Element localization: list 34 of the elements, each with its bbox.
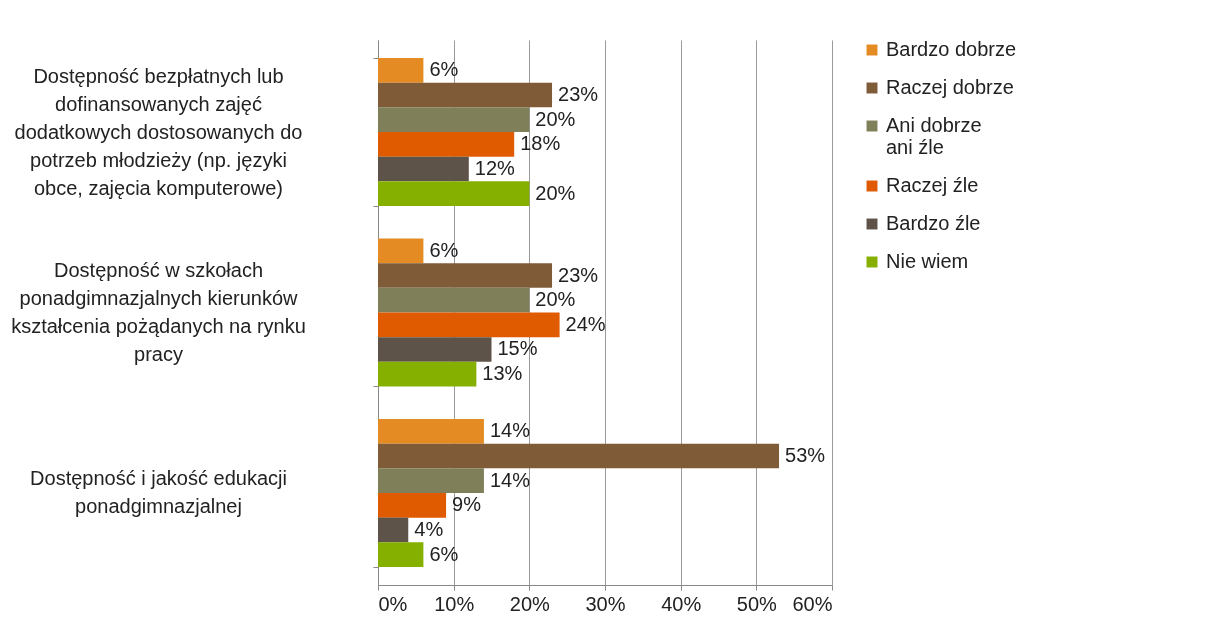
data-label: 53% bbox=[785, 443, 826, 466]
data-label: 14% bbox=[489, 468, 531, 491]
y-tick-label: Dostępność bezpłatnych lub dofinansowanych zajęć dodatkowych dostosowanych do potrzeb młodzieży (np. języki obce, zajęcia komputerowe) bbox=[14, 64, 303, 199]
data-label: 4% bbox=[414, 517, 444, 540]
x-tick-label: 0% bbox=[378, 592, 408, 615]
x-tick-label: 60% bbox=[792, 592, 833, 615]
legend-label: Raczej źle bbox=[886, 174, 979, 196]
data-label: 13% bbox=[482, 362, 523, 385]
x-tick-label: 10% bbox=[434, 592, 475, 615]
x-tick-label: 20% bbox=[509, 592, 551, 615]
data-label: 6% bbox=[429, 58, 459, 81]
data-label: 24% bbox=[565, 312, 606, 335]
data-label: 9% bbox=[452, 493, 482, 516]
data-label: 14% bbox=[489, 419, 531, 442]
x-tick-label: 50% bbox=[736, 592, 778, 615]
data-label: 6% bbox=[429, 238, 459, 261]
y-tick-label: Dostępność w szkołach ponadgimnazjalnych kierunków kształcenia pożądanych na rynku pracy bbox=[11, 259, 306, 365]
legend-label: Raczej dobrze bbox=[886, 76, 1014, 98]
x-tick-label: 30% bbox=[585, 592, 626, 615]
data-label: 23% bbox=[558, 263, 599, 286]
y-tick-label: Dostępność i jakość edukacji ponadgimnazjalnej bbox=[30, 467, 287, 518]
data-label: 18% bbox=[520, 132, 561, 155]
legend-label: Bardzo źle bbox=[886, 212, 981, 234]
data-label: 6% bbox=[429, 542, 459, 565]
data-label: 20% bbox=[535, 107, 576, 130]
data-label: 20% bbox=[535, 288, 576, 311]
data-label: 23% bbox=[558, 83, 599, 106]
x-tick-label: 40% bbox=[661, 592, 702, 615]
data-label: 12% bbox=[474, 157, 516, 180]
data-label: 15% bbox=[497, 337, 538, 360]
legend-label: Nie wiem bbox=[886, 250, 969, 272]
legend-label: Ani dobrze ani źle bbox=[886, 114, 982, 158]
data-label: 20% bbox=[535, 181, 576, 204]
legend-label: Bardzo dobrze bbox=[886, 38, 1017, 60]
